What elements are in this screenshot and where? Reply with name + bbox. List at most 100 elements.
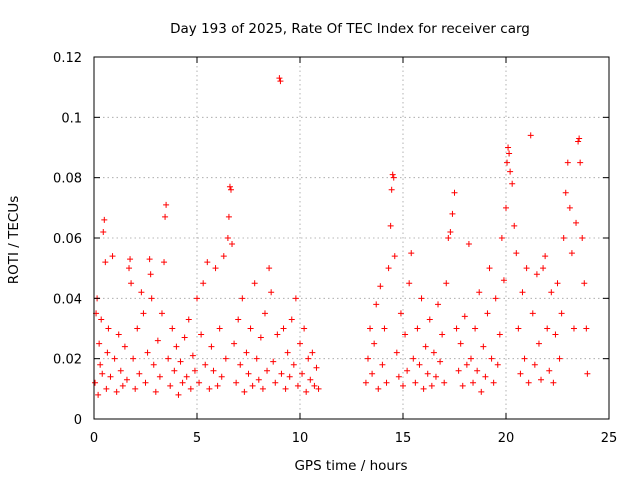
data-point [570,325,577,332]
data-point [486,265,493,272]
data-point [432,373,439,380]
data-point [156,373,163,380]
data-point [513,250,520,257]
data-point [100,228,107,235]
data-point [194,295,200,302]
data-point [410,355,417,362]
data-point [383,379,390,386]
data-point [196,379,203,386]
x-tick-label: 5 [193,431,201,446]
y-tick-label: 0.1 [61,111,82,126]
data-point [162,213,169,220]
data-point [154,337,161,344]
data-point [130,355,137,362]
data-point [416,361,423,368]
data-point [152,388,159,395]
data-point [96,340,103,347]
data-point [272,379,279,386]
axis-ticks [93,56,610,420]
data-point [121,343,128,350]
data-point [177,358,184,365]
data-point [470,379,477,386]
data-point [299,370,306,377]
data-point [476,289,483,296]
data-point [158,310,165,317]
y-tick-label: 0.12 [53,51,82,66]
data-point [218,373,225,380]
data-point [189,352,196,359]
data-point [105,325,112,332]
x-tick-label: 0 [90,431,98,446]
data-point [509,180,516,187]
data-point [463,361,470,368]
data-point [126,265,133,272]
data-point [451,189,458,196]
data-point [212,265,219,272]
data-point [191,367,198,374]
data-point [506,150,513,157]
data-point [294,382,301,389]
y-axis-label: ROTI / TECUs [6,196,22,284]
data-point [161,259,168,266]
data-point [531,361,538,368]
data-point [183,373,190,380]
data-point [414,325,421,332]
data-point [169,325,176,332]
data-point [474,367,481,374]
data-point [480,343,487,350]
data-point [459,382,466,389]
data-point [229,241,236,248]
data-point [404,367,411,374]
data-point [142,379,149,386]
data-point [179,379,186,386]
data-point [198,331,205,338]
data-point [163,201,170,208]
data-point [123,376,130,383]
data-point [478,388,485,395]
x-tick-label: 25 [601,431,618,446]
data-point [239,295,246,302]
data-point [390,174,397,181]
data-point [484,310,491,317]
x-tick-label: 15 [395,431,412,446]
data-point [583,325,590,332]
data-point [377,283,384,290]
data-point [102,259,109,266]
data-point [278,370,285,377]
data-point [388,186,395,193]
data-point [371,340,378,347]
grid [94,57,609,419]
data-point [500,277,507,284]
data-point [402,331,409,338]
data-point [208,343,215,350]
data-point [558,310,565,317]
data-point [111,355,118,362]
data-point [575,138,582,145]
data-point [227,186,234,193]
data-point [144,349,151,356]
data-point [515,325,522,332]
data-point [556,355,563,362]
data-point [503,204,509,211]
data-point [214,382,221,389]
data-point [412,379,419,386]
chart-title: Day 193 of 2025, Rate Of TEC Index for r… [170,21,530,37]
data-point [418,295,425,302]
data-point [206,385,213,392]
data-point [292,295,299,302]
data-point [286,373,293,380]
data-point [187,385,194,392]
data-point [435,301,442,308]
data-point [305,355,312,362]
data-point [375,385,382,392]
data-point [426,316,433,323]
data-point [233,379,240,386]
data-point [533,271,540,278]
data-point [128,280,135,287]
data-point [422,343,429,350]
data-point [548,289,555,296]
data-point [490,379,497,386]
data-point [566,204,573,211]
data-point [441,379,448,386]
